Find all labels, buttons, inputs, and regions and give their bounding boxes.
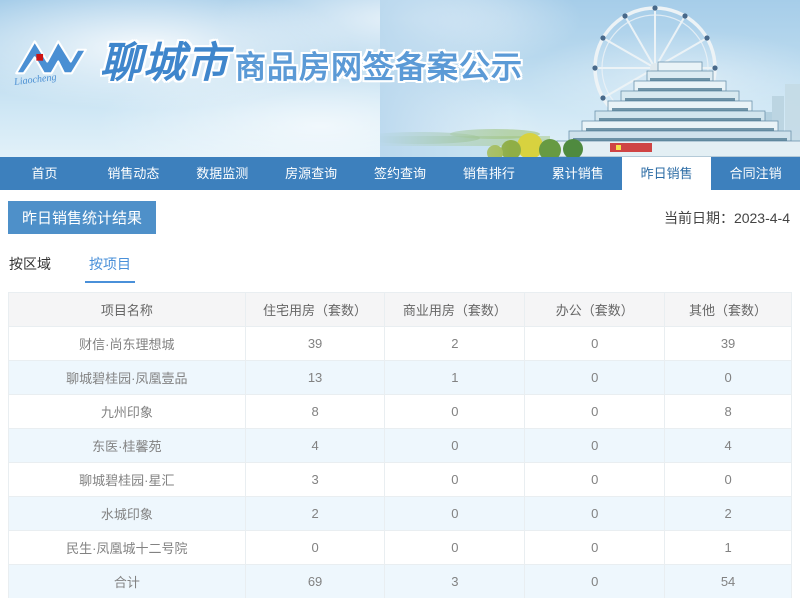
view-tabs: 按区域 按项目 bbox=[5, 254, 792, 283]
nav-item-cumulative-sales[interactable]: 累计销售 bbox=[551, 166, 604, 181]
main-nav: 首页 销售动态 数据监测 房源查询 签约查询 销售排行 累计销售 昨日销售 合同… bbox=[0, 152, 800, 190]
current-date-label: 当前日期： bbox=[663, 209, 734, 226]
nav-item-sales-dynamics[interactable]: 销售动态 bbox=[107, 166, 160, 181]
content-header: 昨日销售统计结果 当前日期：2023-4-4 bbox=[8, 190, 792, 234]
sales-table: 项目名称 住宅用房（套数） 商业用房（套数） 办公（套数） 其他（套数） 财信·… bbox=[8, 292, 792, 598]
current-date: 当前日期：2023-4-4 bbox=[664, 208, 792, 228]
site-title: 商品房网签备案公示 bbox=[235, 49, 524, 85]
office-count-cell: 0 bbox=[524, 462, 666, 497]
commercial-count-cell: 0 bbox=[384, 394, 526, 429]
commercial-count-cell: 0 bbox=[384, 462, 526, 497]
brand-block: Liaocheng 聊城市 商品房网签备案公示 bbox=[12, 22, 523, 96]
commercial-count-cell: 0 bbox=[384, 428, 526, 463]
other-count-cell: 1 bbox=[664, 530, 792, 565]
office-count-cell: 0 bbox=[524, 428, 666, 463]
project-name-cell: 财信·尚东理想城 bbox=[8, 326, 246, 361]
nav-item-contract-query[interactable]: 签约查询 bbox=[374, 166, 427, 181]
project-name-cell: 东医·桂馨苑 bbox=[8, 428, 246, 463]
nav-item-data-monitor[interactable]: 数据监测 bbox=[196, 166, 249, 181]
table-row: 水城印象 2 0 0 2 bbox=[8, 496, 792, 531]
residential-count-cell: 39 bbox=[244, 326, 386, 361]
residential-count-cell: 2 bbox=[244, 496, 386, 531]
svg-text:Liaocheng: Liaocheng bbox=[13, 72, 58, 88]
city-name: 聊城市 bbox=[100, 40, 230, 87]
other-count-cell: 54 bbox=[664, 564, 792, 598]
other-count-cell: 39 bbox=[664, 326, 792, 361]
commercial-count-cell: 0 bbox=[384, 496, 526, 531]
office-count-cell: 0 bbox=[524, 326, 666, 361]
residential-count-cell: 13 bbox=[244, 360, 386, 395]
project-name-cell: 民生·凤凰城十二号院 bbox=[8, 530, 246, 565]
commercial-count-cell: 3 bbox=[384, 564, 526, 598]
office-count-cell: 0 bbox=[524, 360, 666, 395]
current-date-value: 2023-4-4 bbox=[733, 209, 790, 226]
scene-fade-overlay bbox=[380, 0, 510, 157]
col-header-project: 项目名称 bbox=[8, 292, 246, 327]
residential-count-cell: 0 bbox=[244, 530, 386, 565]
other-count-cell: 8 bbox=[664, 394, 792, 429]
residential-count-cell: 4 bbox=[244, 428, 386, 463]
nav-item-contract-cancellation[interactable]: 合同注销 bbox=[729, 166, 782, 181]
residential-count-cell: 3 bbox=[244, 462, 386, 497]
project-name-cell: 聊城碧桂园·凤凰壹品 bbox=[8, 360, 246, 395]
project-name-cell: 水城印象 bbox=[8, 496, 246, 531]
nav-item-housing-query[interactable]: 房源查询 bbox=[285, 166, 338, 181]
office-count-cell: 0 bbox=[524, 564, 666, 598]
table-row: 聊城碧桂园·星汇 3 0 0 0 bbox=[8, 462, 792, 497]
table-header-row: 项目名称 住宅用房（套数） 商业用房（套数） 办公（套数） 其他（套数） bbox=[8, 292, 792, 327]
col-header-commercial: 商业用房（套数） bbox=[384, 292, 526, 327]
residential-count-cell: 69 bbox=[244, 564, 386, 598]
col-header-residential: 住宅用房（套数） bbox=[244, 292, 386, 327]
nav-item-home[interactable]: 首页 bbox=[31, 166, 58, 181]
office-count-cell: 0 bbox=[524, 394, 666, 429]
office-count-cell: 0 bbox=[524, 530, 666, 565]
table-row-total: 合计 69 3 0 54 bbox=[8, 564, 792, 598]
project-name-cell: 聊城碧桂园·星汇 bbox=[8, 462, 246, 497]
tab-by-project[interactable]: 按项目 bbox=[85, 254, 135, 283]
commercial-count-cell: 0 bbox=[384, 530, 526, 565]
commercial-count-cell: 1 bbox=[384, 360, 526, 395]
section-title-badge: 昨日销售统计结果 bbox=[8, 201, 157, 234]
tab-by-region[interactable]: 按区域 bbox=[9, 256, 51, 272]
page-header: Liaocheng 聊城市 商品房网签备案公示 bbox=[0, 0, 800, 157]
project-name-cell: 合计 bbox=[8, 564, 246, 598]
table-row: 聊城碧桂园·凤凰壹品 13 1 0 0 bbox=[8, 360, 792, 395]
col-header-office: 办公（套数） bbox=[524, 292, 666, 327]
other-count-cell: 4 bbox=[664, 428, 792, 463]
other-count-cell: 0 bbox=[664, 462, 792, 497]
office-count-cell: 0 bbox=[524, 496, 666, 531]
other-count-cell: 0 bbox=[664, 360, 792, 395]
nav-item-yesterday-sales[interactable]: 昨日销售 bbox=[622, 152, 712, 190]
city-logo-icon: Liaocheng bbox=[13, 40, 87, 88]
col-header-other: 其他（套数） bbox=[664, 292, 792, 327]
table-row: 九州印象 8 0 0 8 bbox=[8, 394, 792, 429]
commercial-count-cell: 2 bbox=[384, 326, 526, 361]
nav-item-sales-ranking[interactable]: 销售排行 bbox=[462, 166, 515, 181]
residential-count-cell: 8 bbox=[244, 394, 386, 429]
table-row: 财信·尚东理想城 39 2 0 39 bbox=[8, 326, 792, 361]
table-row: 民生·凤凰城十二号院 0 0 0 1 bbox=[8, 530, 792, 565]
other-count-cell: 2 bbox=[664, 496, 792, 531]
main-content: 昨日销售统计结果 当前日期：2023-4-4 按区域 按项目 项目名称 住宅用房… bbox=[0, 190, 800, 598]
table-row: 东医·桂馨苑 4 0 0 4 bbox=[8, 428, 792, 463]
project-name-cell: 九州印象 bbox=[8, 394, 246, 429]
